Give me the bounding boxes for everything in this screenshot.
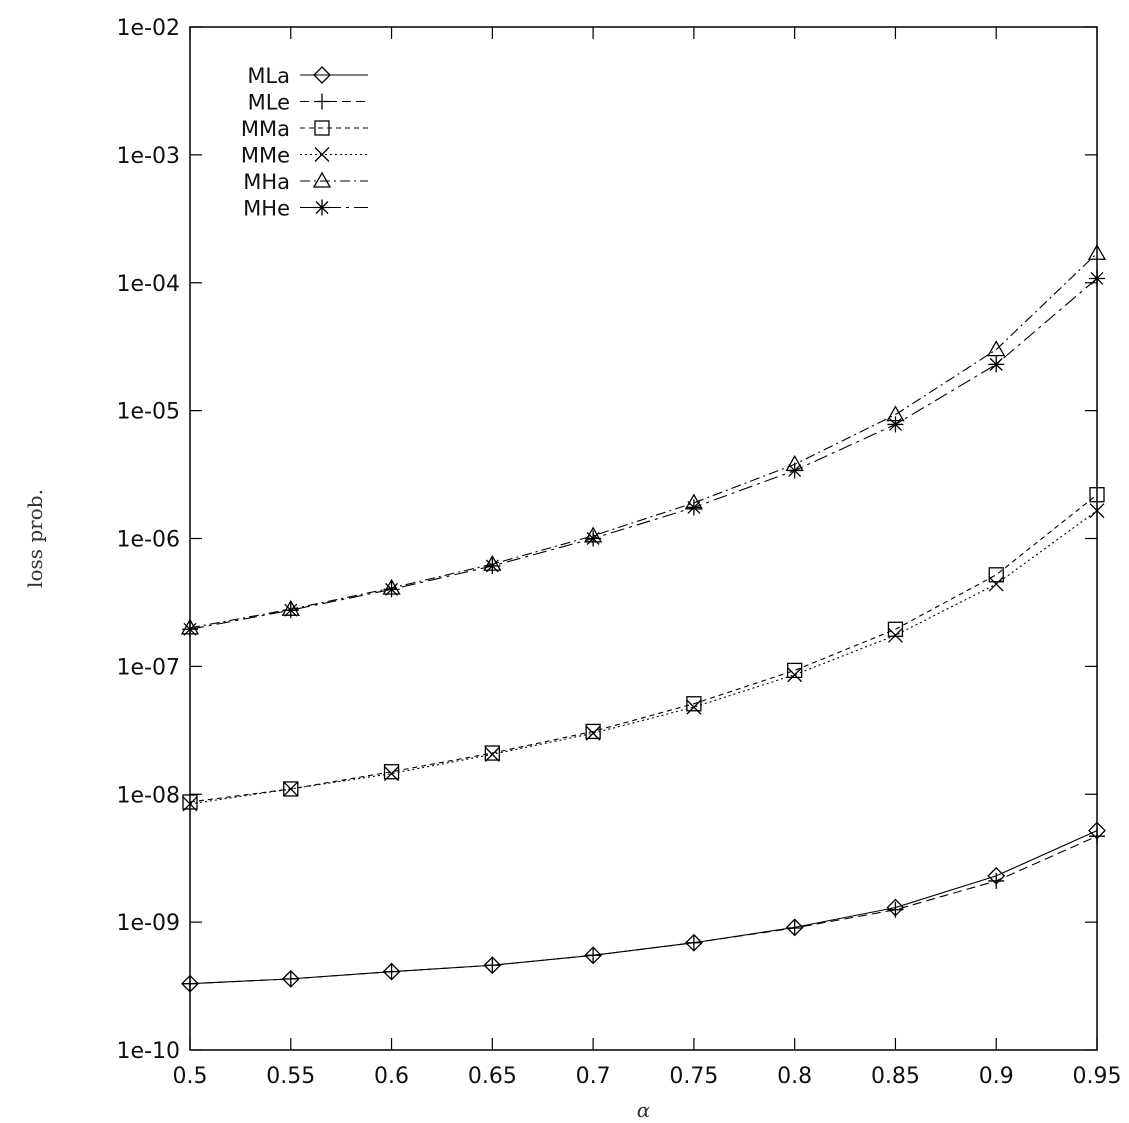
series-line-mha	[189, 252, 1098, 629]
data-point-mle	[182, 975, 198, 992]
y-tick-label: 1e-10	[117, 1039, 180, 1064]
data-point-mhe	[988, 356, 1005, 373]
legend-item-mme: MMe	[241, 144, 368, 168]
x-tick-label: 0.8	[777, 1064, 812, 1089]
data-point-mhe	[685, 499, 702, 516]
legend-item-mla: MLa	[247, 64, 368, 88]
data-point-mme	[988, 576, 1004, 592]
y-axis-title: loss prob.	[23, 489, 47, 588]
data-point-mma	[887, 621, 904, 637]
legend-label: MMe	[241, 144, 290, 168]
series-markers	[180, 243, 1107, 993]
data-point-mme	[686, 699, 702, 715]
y-tick-label: 1e-05	[117, 400, 180, 425]
legend-label: MHa	[243, 170, 290, 194]
y-tick-label: 1e-04	[117, 272, 180, 297]
series-markers-mma	[182, 487, 1105, 810]
data-point-mma	[686, 696, 702, 712]
x-tick-label: 0.7	[576, 1064, 611, 1089]
legend-marker-mha	[312, 171, 332, 188]
y-tick-label: 1e-09	[117, 911, 180, 936]
legend-label: MLa	[247, 64, 290, 88]
legend-marker-mme	[314, 147, 330, 162]
legend-marker-mhe	[314, 199, 330, 216]
data-point-mme	[787, 667, 803, 683]
legend-label: MMa	[241, 117, 290, 141]
y-tick-label: 1e-02	[117, 16, 180, 41]
data-point-mhe	[282, 602, 299, 619]
data-point-mhe	[887, 416, 904, 433]
data-point-mma	[182, 794, 198, 810]
data-point-mle	[585, 947, 602, 964]
data-point-mle	[786, 919, 803, 936]
data-point-mma	[383, 764, 400, 780]
data-point-mle	[685, 934, 702, 951]
x-tick-label: 0.6	[374, 1064, 409, 1089]
data-point-mhe	[182, 621, 198, 638]
legend-marker-mle	[314, 93, 330, 110]
data-point-mma	[988, 567, 1004, 583]
series-markers-mle	[182, 828, 1105, 992]
data-point-mme	[484, 746, 500, 762]
data-point-mme	[283, 781, 299, 797]
legend-item-mle: MLe	[248, 91, 368, 115]
data-point-mma	[585, 723, 601, 740]
x-tick-label: 0.55	[266, 1064, 315, 1089]
data-point-mma	[283, 781, 299, 797]
y-tick-label: 1e-08	[117, 783, 180, 808]
series-markers-mha	[180, 243, 1107, 635]
data-point-mhe	[484, 557, 501, 574]
data-point-mme	[1089, 503, 1105, 519]
x-axis-title: α	[637, 1098, 651, 1122]
series-line-mme	[189, 510, 1098, 805]
data-point-mma	[787, 662, 803, 679]
x-tick-label: 0.85	[871, 1064, 920, 1089]
data-point-mhe	[1089, 270, 1105, 287]
data-point-mle	[1089, 828, 1105, 845]
data-point-mle	[282, 970, 299, 987]
data-point-mle	[383, 963, 400, 980]
data-point-mhe	[786, 462, 803, 479]
series-lines	[189, 252, 1098, 985]
axis-ticks: 0.5 0.55 0.6 0.65 0.7 0.75 0.8 0.85 0.9 0.95 1e-10…	[117, 16, 1122, 1089]
legend-item-mhe: MHe	[243, 197, 368, 221]
x-tick-label: 0.95	[1073, 1064, 1122, 1089]
data-point-mhe	[383, 581, 400, 598]
legend-item-mma: MMa	[241, 117, 368, 141]
legend-marker-mma	[314, 120, 330, 136]
series-line-mle	[189, 835, 1098, 985]
series-markers-mme	[182, 503, 1105, 812]
y-tick-label: 1e-03	[117, 144, 180, 169]
data-point-mme	[384, 766, 400, 782]
legend-item-mha: MHa	[243, 170, 368, 194]
x-tick-label: 0.75	[669, 1064, 718, 1089]
data-point-mle	[484, 957, 501, 974]
data-point-mme	[182, 796, 198, 812]
data-point-mma	[484, 745, 500, 761]
data-point-mme	[585, 725, 601, 741]
legend-label: MHe	[243, 197, 290, 221]
x-tick-label: 0.65	[468, 1064, 517, 1089]
data-point-mhe	[585, 530, 602, 547]
y-tick-label: 1e-06	[117, 528, 180, 553]
series-markers-mla	[181, 821, 1106, 993]
series-markers-mhe	[182, 270, 1105, 638]
data-point-mle	[887, 901, 904, 918]
legend-marker-mla	[313, 66, 331, 84]
data-point-mha	[987, 340, 1006, 357]
legend-label: MLe	[248, 91, 290, 115]
x-tick-label: 0.9	[979, 1064, 1014, 1089]
data-point-mma	[1089, 487, 1105, 503]
series-line-mhe	[189, 278, 1098, 630]
series-line-mma	[189, 494, 1098, 803]
data-point-mha	[1087, 243, 1107, 260]
data-point-mme	[887, 627, 903, 643]
y-tick-label: 1e-07	[117, 655, 180, 680]
data-point-mle	[988, 872, 1005, 889]
x-tick-label: 0.5	[173, 1064, 208, 1089]
series-line-mla	[189, 830, 1098, 985]
